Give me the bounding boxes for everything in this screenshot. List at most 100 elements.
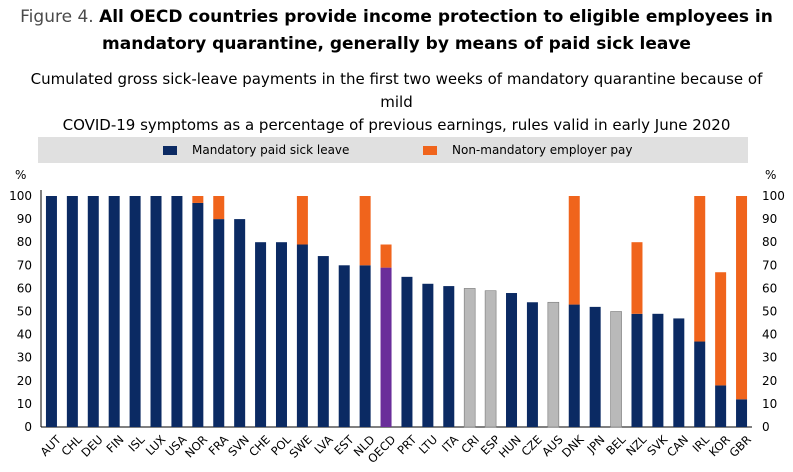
bar-mandatory-jpn xyxy=(589,306,601,427)
y-tick-label-right: 40 xyxy=(762,328,777,342)
bar-mandatory-aus xyxy=(547,301,560,428)
subtitle-line-2: COVID-19 symptoms as a percentage of pre… xyxy=(62,116,731,134)
y-tick-label-left: 60 xyxy=(17,281,32,295)
y-tick-label-right: 10 xyxy=(762,397,777,411)
bar-mandatory-fin xyxy=(108,196,120,427)
bar-nonmandatory-gbr xyxy=(736,196,748,400)
bar-nonmandatory-nld xyxy=(359,196,371,266)
y-unit-label-right: % xyxy=(765,168,776,182)
bar-mandatory-cri xyxy=(463,288,476,428)
bar-nonmandatory-kor xyxy=(715,272,727,386)
bar-mandatory-usa xyxy=(171,196,183,427)
y-tick-label-left: 70 xyxy=(17,258,32,272)
bar-chart: 0 0 10 10 20 20 30 30 40 40 50 50 60 60 70 70 80 80 90 90 10… xyxy=(9,168,785,465)
bar-mandatory-oecd xyxy=(380,267,392,427)
x-tick-label-cri: CRI xyxy=(458,432,482,456)
bar-mandatory-pol xyxy=(275,242,287,427)
y-tick-label-right: 30 xyxy=(762,351,777,365)
bar-mandatory-aut xyxy=(45,196,57,427)
bar-mandatory-isl xyxy=(129,196,141,427)
x-tick-label-svk: SVK xyxy=(644,432,670,458)
bar-mandatory-gbr xyxy=(736,399,748,427)
y-tick-label-left: 20 xyxy=(17,374,32,388)
bar-mandatory-cze xyxy=(526,302,538,427)
legend-label-nonmandatory: Non-mandatory employer pay xyxy=(452,143,633,157)
bar-mandatory-lux xyxy=(150,196,162,427)
y-tick-label-right: 0 xyxy=(762,420,770,434)
bar-mandatory-nld xyxy=(359,265,371,427)
x-tick-label-deu: DEU xyxy=(78,432,105,459)
x-tick-label-aut: AUT xyxy=(37,432,64,459)
x-tick-label-lva: LVA xyxy=(311,432,335,456)
y-tick-label-left: 50 xyxy=(17,305,32,319)
y-tick-label-right: 100 xyxy=(762,189,785,203)
y-unit-label-left: % xyxy=(15,168,26,182)
x-tick-label-gbr: GBR xyxy=(726,432,753,459)
x-tick-label-prt: PRT xyxy=(394,432,420,458)
bar-mandatory-chl xyxy=(66,196,78,427)
bar-mandatory-ita xyxy=(443,286,455,427)
x-tick-label-lux: LUX xyxy=(143,432,169,458)
bar-mandatory-che xyxy=(255,242,267,427)
x-tick-label-est: EST xyxy=(331,432,357,458)
y-tick-label-left: 40 xyxy=(17,328,32,342)
x-tick-label-fra: FRA xyxy=(206,432,232,458)
bar-mandatory-dnk xyxy=(568,304,580,427)
bar-mandatory-swe xyxy=(296,244,308,427)
y-tick-label-right: 60 xyxy=(762,281,777,295)
bar-mandatory-bel xyxy=(610,311,622,428)
x-tick-label-fin: FIN xyxy=(103,432,126,455)
chart-legend: Mandatory paid sick leave Non-mandatory … xyxy=(38,137,748,163)
chart-subtitle: Cumulated gross sick-leave payments in t… xyxy=(20,68,773,137)
x-tick-label-nzl: NZL xyxy=(623,432,650,459)
x-tick-label-cze: CZE xyxy=(518,432,544,458)
x-tick-label-can: CAN xyxy=(664,432,691,459)
bar-mandatory-irl xyxy=(694,341,706,427)
x-tick-label-jpn: JPN xyxy=(584,432,608,456)
bar-nonmandatory-nzl xyxy=(631,242,643,314)
bar-mandatory-esp xyxy=(484,290,497,428)
bar-mandatory-prt xyxy=(401,276,413,427)
bar-nonmandatory-nor xyxy=(192,196,204,203)
bar-mandatory-ltu xyxy=(422,283,434,427)
bar-nonmandatory-dnk xyxy=(568,196,580,305)
bar-mandatory-svk xyxy=(652,313,664,427)
y-tick-label-left: 10 xyxy=(17,397,32,411)
title-line-2: mandatory quarantine, generally by means… xyxy=(102,34,691,54)
bar-mandatory-kor xyxy=(715,385,727,427)
x-tick-label-dnk: DNK xyxy=(559,432,587,460)
x-tick-label-ltu: LTU xyxy=(416,432,440,456)
bar-mandatory-fra xyxy=(213,219,225,427)
bar-nonmandatory-oecd xyxy=(380,244,392,268)
bar-mandatory-deu xyxy=(87,196,99,427)
legend-swatch-nonmandatory xyxy=(423,145,437,155)
bar-mandatory-nor xyxy=(192,202,204,427)
bar-mandatory-lva xyxy=(317,256,329,427)
y-tick-label-right: 80 xyxy=(762,235,777,249)
y-tick-label-left: 100 xyxy=(9,189,32,203)
bar-nonmandatory-irl xyxy=(694,196,706,342)
y-tick-label-right: 90 xyxy=(762,212,777,226)
y-tick-label-left: 80 xyxy=(17,235,32,249)
legend-item-mandatory: Mandatory paid sick leave xyxy=(163,137,349,163)
x-tick-label-chl: CHL xyxy=(58,432,85,459)
x-tick-label-aus: AUS xyxy=(539,432,566,459)
bar-nonmandatory-fra xyxy=(213,196,225,220)
x-tick-label-kor: KOR xyxy=(706,432,733,459)
x-tick-label-bel: BEL xyxy=(603,432,629,458)
bar-mandatory-can xyxy=(673,318,685,427)
legend-swatch-mandatory xyxy=(163,145,177,155)
x-tick-label-ita: ITA xyxy=(439,432,461,454)
y-tick-label-left: 30 xyxy=(17,351,32,365)
y-tick-label-right: 20 xyxy=(762,374,777,388)
bar-mandatory-hun xyxy=(506,293,518,427)
legend-label-mandatory: Mandatory paid sick leave xyxy=(192,143,350,157)
subtitle-line-1: Cumulated gross sick-leave payments in t… xyxy=(30,70,763,111)
title-line-1: All OECD countries provide income protec… xyxy=(99,7,773,27)
x-tick-label-che: CHE xyxy=(246,432,273,459)
bar-mandatory-est xyxy=(338,265,350,427)
y-tick-label-right: 70 xyxy=(762,258,777,272)
y-tick-label-right: 50 xyxy=(762,305,777,319)
bar-nonmandatory-swe xyxy=(296,196,308,245)
figure-label: Figure 4. xyxy=(20,7,94,27)
